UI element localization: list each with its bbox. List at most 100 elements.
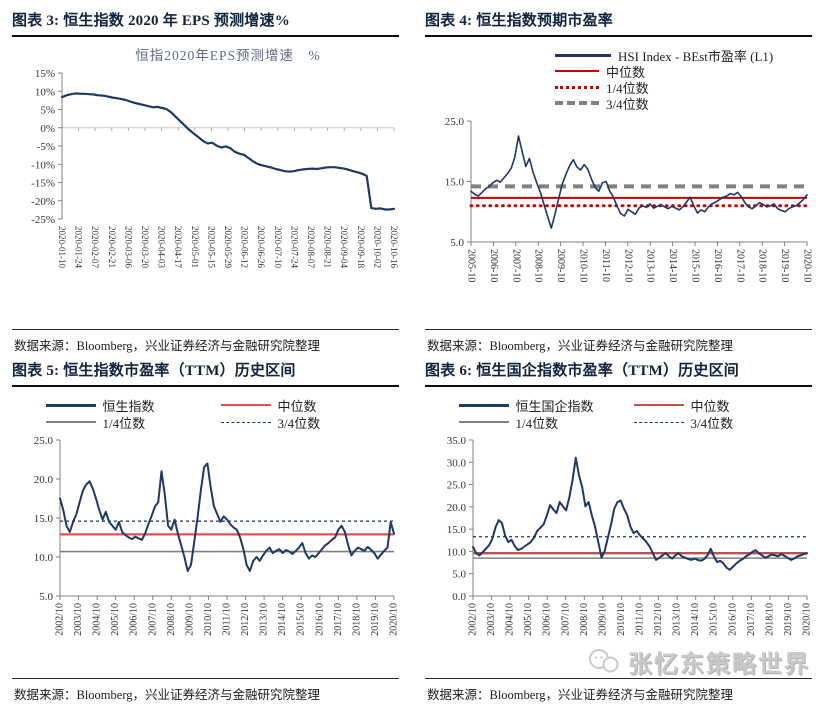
legend-item: 1/4位数: [458, 414, 634, 431]
svg-text:2003/10: 2003/10: [73, 603, 84, 636]
svg-text:2018/10: 2018/10: [764, 603, 775, 636]
svg-text:-10%: -10%: [31, 159, 55, 171]
svg-text:2011-10: 2011-10: [600, 249, 611, 282]
svg-text:2006/10: 2006/10: [542, 603, 553, 636]
svg-text:2006/10: 2006/10: [129, 603, 140, 636]
forward-pe-chart: 25.0 15.0 5.0 2005-10 2006-10 2007-10 2008-10 2…: [425, 113, 813, 308]
svg-text:-15%: -15%: [31, 178, 55, 190]
svg-text:2020-10: 2020-10: [802, 249, 813, 282]
svg-text:2007-10: 2007-10: [510, 249, 521, 282]
svg-text:15.0: 15.0: [445, 177, 465, 189]
hsi-ttm-pe-chart: 25.0 20.0 15.0 10.0 5.0 2002/10 2003/10 2004/10…: [12, 432, 400, 660]
svg-text:2012/10: 2012/10: [240, 603, 251, 636]
svg-text:10.0: 10.0: [447, 546, 467, 558]
svg-text:2011/10: 2011/10: [635, 603, 646, 635]
svg-text:-20%: -20%: [31, 196, 55, 208]
svg-text:2020-05-15: 2020-05-15: [206, 226, 216, 268]
figure-6-title: 图表 6: 恒生国企指数市盈率（TTM）历史区间: [425, 356, 812, 387]
svg-text:25.0: 25.0: [34, 435, 54, 447]
svg-text:15.0: 15.0: [34, 513, 54, 525]
figure-4-legend: HSI Index - BEst市盈率 (L1) 中位数 1/4位数 3/4位数: [555, 47, 812, 112]
svg-text:20.0: 20.0: [34, 474, 54, 486]
svg-text:5.0: 5.0: [39, 591, 53, 603]
svg-text:25.0: 25.0: [447, 480, 467, 492]
figure-5-legend: 恒生指数 中位数 1/4位数 3/4位数: [12, 397, 399, 431]
figure-3-title: 图表 3: 恒生指数 2020 年 EPS 预测增速%: [12, 6, 399, 37]
figures-grid: 图表 3: 恒生指数 2020 年 EPS 预测增速% 恒指2020年EPS预测…: [12, 6, 813, 705]
svg-text:2015/10: 2015/10: [296, 603, 307, 636]
svg-text:2018-10: 2018-10: [757, 249, 768, 282]
svg-text:2005/10: 2005/10: [110, 603, 121, 636]
legend-item: 3/4位数: [633, 414, 779, 431]
svg-text:2020-08-21: 2020-08-21: [323, 226, 333, 268]
legend-item: 1/4位数: [555, 79, 649, 96]
svg-text:2012-10: 2012-10: [622, 249, 633, 282]
svg-text:2020-05-29: 2020-05-29: [223, 226, 233, 268]
svg-text:2014/10: 2014/10: [277, 603, 288, 636]
figure-5-source: 数据来源：Bloomberg，兴业证券经济与金融研究院整理: [12, 678, 399, 705]
figure-4-source: 数据来源：Bloomberg，兴业证券经济与金融研究院整理: [425, 329, 812, 356]
svg-text:2020-06-26: 2020-06-26: [256, 226, 266, 268]
svg-text:2020-07-10: 2020-07-10: [273, 226, 283, 268]
svg-text:2020-01-10: 2020-01-10: [57, 226, 67, 268]
svg-text:-5%: -5%: [37, 141, 55, 153]
svg-text:2015/10: 2015/10: [709, 603, 720, 636]
svg-text:2007/10: 2007/10: [560, 603, 571, 636]
svg-text:2004/10: 2004/10: [92, 603, 103, 636]
svg-text:2012/10: 2012/10: [653, 603, 664, 636]
svg-text:2020-09-04: 2020-09-04: [339, 226, 349, 268]
figure-5-title: 图表 5: 恒生指数市盈率（TTM）历史区间: [12, 356, 399, 387]
svg-text:2017-10: 2017-10: [734, 249, 745, 282]
legend-item: 1/4位数: [45, 414, 221, 431]
svg-text:2020-09-18: 2020-09-18: [356, 226, 366, 268]
panel-figure-5: 图表 5: 恒生指数市盈率（TTM）历史区间 恒生指数 中位数 1/4位数 3/4位数…: [12, 356, 400, 705]
svg-text:5%: 5%: [40, 105, 55, 117]
svg-text:25.0: 25.0: [445, 116, 465, 128]
eps-growth-chart-svg: 恒指2020年EPS预测增速 % 15% 10% 5% 0% -5% -10% -15% -20…: [31, 48, 399, 268]
legend-item: 恒生国企指数: [458, 397, 634, 414]
svg-text:2014/10: 2014/10: [690, 603, 701, 636]
svg-text:2017/10: 2017/10: [746, 603, 757, 636]
figure-6-source: 数据来源：Bloomberg，兴业证券经济与金融研究院整理: [425, 678, 812, 705]
svg-text:2007/10: 2007/10: [147, 603, 158, 636]
svg-text:2002/10: 2002/10: [55, 603, 66, 636]
svg-text:2020-06-12: 2020-06-12: [240, 226, 250, 268]
svg-text:2018/10: 2018/10: [351, 603, 362, 636]
svg-text:2013-10: 2013-10: [645, 249, 656, 282]
svg-text:2006-10: 2006-10: [488, 249, 499, 282]
svg-text:2020-10-02: 2020-10-02: [372, 226, 382, 268]
svg-text:0%: 0%: [40, 123, 55, 135]
svg-text:5.0: 5.0: [452, 569, 466, 581]
legend-item: 3/4位数: [220, 414, 366, 431]
svg-text:2010-10: 2010-10: [578, 249, 589, 282]
svg-text:15.0: 15.0: [447, 524, 467, 536]
svg-text:35.0: 35.0: [447, 435, 467, 447]
svg-text:2020-02-21: 2020-02-21: [107, 226, 117, 268]
svg-text:2010/10: 2010/10: [616, 603, 627, 636]
svg-text:2020-04-17: 2020-04-17: [173, 226, 183, 268]
legend-item: 中位数: [555, 63, 645, 80]
svg-text:2005/10: 2005/10: [523, 603, 534, 636]
svg-text:2020/10: 2020/10: [802, 603, 813, 636]
svg-text:2013/10: 2013/10: [672, 603, 683, 636]
svg-text:2014-10: 2014-10: [667, 249, 678, 282]
svg-text:2016/10: 2016/10: [314, 603, 325, 636]
svg-text:30.0: 30.0: [447, 457, 467, 469]
svg-text:10%: 10%: [35, 86, 55, 98]
svg-text:2008/10: 2008/10: [579, 603, 590, 636]
svg-text:15%: 15%: [35, 68, 55, 80]
svg-text:2020-01-24: 2020-01-24: [74, 226, 84, 268]
svg-text:10.0: 10.0: [34, 552, 54, 564]
panel-figure-3: 图表 3: 恒生指数 2020 年 EPS 预测增速% 恒指2020年EPS预测…: [12, 6, 399, 356]
svg-text:2019/10: 2019/10: [370, 603, 381, 636]
svg-text:2011/10: 2011/10: [222, 603, 233, 635]
svg-text:2020-08-07: 2020-08-07: [306, 226, 316, 268]
svg-text:2008/10: 2008/10: [166, 603, 177, 636]
svg-text:2016/10: 2016/10: [727, 603, 738, 636]
legend-item: HSI Index - BEst市盈率 (L1): [555, 47, 773, 64]
svg-text:2013/10: 2013/10: [259, 603, 270, 636]
panel-figure-4: 图表 4: 恒生指数预期市盈率 HSI Index - BEst市盈率 (L1)…: [425, 6, 813, 356]
svg-text:2009/10: 2009/10: [184, 603, 195, 636]
